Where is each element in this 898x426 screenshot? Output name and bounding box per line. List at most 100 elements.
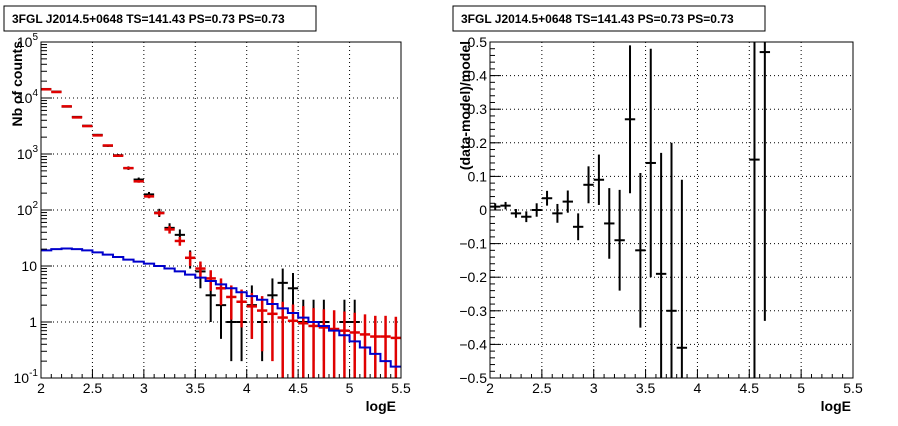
model-point: [113, 154, 124, 158]
residuals-axes: 2 2.5 3 3.5 4 4.5 5 5.5 −0.5 −0.4 −0.3 −0.2 −0.1 0 0.1…: [459, 34, 863, 396]
x-tick-label: 4.5: [740, 380, 760, 396]
counts-axes: 2 2.5 3 3.5 4 4.5 5 5.5 10-1 1 10 102 103 104 105: [14, 32, 411, 396]
x-tick-label: 3: [140, 380, 148, 396]
model-point: [236, 289, 247, 328]
counts-x-axis-label: logE: [366, 398, 396, 414]
y-tick-label: 0.5: [468, 34, 488, 50]
data-point: [531, 203, 542, 217]
model-point: [359, 314, 371, 378]
model-point: [185, 251, 196, 266]
y-tick-label: −0.2: [459, 269, 487, 285]
y-tick-label: 10-1: [14, 368, 39, 386]
counts-title-box: 3FGL J2014.5+0648 TS=141.43 PS=0.73 PS=0…: [3, 5, 317, 32]
x-tick-label: 3.5: [186, 380, 206, 396]
counts-series: [41, 87, 401, 378]
y-tick-label: 0.1: [468, 168, 488, 184]
model-point: [380, 315, 391, 378]
model-point: [318, 309, 329, 378]
residuals-panel: 2 2.5 3 3.5 4 4.5 5 5.5 −0.5 −0.4 −0.3 −0.2 −0.1 0 0.1…: [452, 5, 863, 414]
model-point: [82, 124, 93, 128]
x-tick-label: 5.5: [843, 380, 863, 396]
model-point: [164, 225, 175, 234]
x-tick-label: 4: [243, 380, 251, 396]
model-point: [287, 304, 299, 378]
model-point: [246, 292, 257, 339]
x-tick-label: 5.5: [391, 380, 411, 396]
counts-title: 3FGL J2014.5+0648 TS=141.43 PS=0.73 PS=0…: [12, 12, 285, 26]
residuals-grid: [490, 42, 853, 378]
residuals-series: [490, 42, 771, 378]
model-point: [92, 134, 103, 137]
data-point: [624, 45, 636, 194]
x-tick-label: 2.5: [532, 380, 552, 396]
model-point: [267, 298, 278, 362]
data-point: [572, 213, 584, 241]
x-tick-label: 2: [37, 380, 45, 396]
x-tick-label: 3.5: [636, 380, 656, 396]
model-point: [308, 308, 319, 378]
model-point: [123, 166, 134, 170]
data-point: [614, 189, 625, 291]
model-point: [349, 312, 360, 378]
x-tick-label: 2: [486, 380, 494, 396]
data-point: [676, 179, 688, 378]
y-tick-label: 104: [17, 88, 39, 106]
x-tick-label: 4: [694, 380, 702, 396]
data-point: [277, 268, 288, 306]
data-point: [635, 173, 646, 328]
data-point: [666, 142, 677, 378]
y-tick-label: 0: [479, 202, 487, 218]
residuals-y-axis-label: (data-model)/model: [457, 41, 473, 170]
y-tick-label: −0.5: [459, 370, 487, 386]
y-tick-label: −0.1: [459, 236, 487, 252]
counts-grid: [41, 42, 401, 378]
data-point: [583, 166, 594, 204]
data-point: [645, 48, 656, 278]
y-tick-label: 0.2: [468, 135, 488, 151]
y-tick-label: 105: [17, 32, 39, 50]
data-point: [541, 190, 553, 206]
x-tick-label: 5: [346, 380, 354, 396]
model-point: [329, 310, 340, 378]
model-point: [226, 285, 237, 320]
y-tick-label: 10: [21, 258, 37, 274]
y-tick-label: 103: [17, 144, 39, 162]
data-point: [562, 190, 573, 213]
model-point: [277, 301, 288, 378]
counts-y-axis-label: Nb of counts: [9, 41, 25, 127]
model-point: [143, 194, 155, 199]
data-point: [604, 188, 615, 259]
x-tick-label: 4.5: [288, 380, 308, 396]
model-point: [215, 278, 227, 306]
model-point: [61, 105, 72, 108]
x-tick-label: 2.5: [83, 380, 103, 396]
residuals-x-axis-label: logE: [821, 398, 851, 414]
data-point: [749, 42, 760, 378]
model-point: [257, 296, 268, 352]
x-tick-label: 3: [590, 380, 598, 396]
model-point: [102, 144, 113, 147]
model-point: [390, 316, 401, 378]
data-point: [510, 208, 522, 218]
model-point: [174, 236, 185, 246]
data-point: [593, 154, 605, 205]
y-tick-label: 0.3: [468, 101, 488, 117]
data-point: [552, 203, 563, 223]
y-tick-label: 102: [17, 200, 39, 218]
data-point: [655, 152, 667, 378]
counts-panel: 2 2.5 3 3.5 4 4.5 5 5.5 10-1 1 10 102 103 104 105 3FGL…: [3, 5, 411, 414]
y-tick-label: −0.4: [459, 336, 487, 352]
data-point: [759, 42, 771, 321]
data-point: [490, 203, 501, 210]
y-tick-label: −0.3: [459, 303, 487, 319]
model-point: [370, 315, 381, 378]
model-point: [339, 311, 350, 378]
x-tick-label: 5: [797, 380, 805, 396]
residuals-title-box: 3FGL J2014.5+0648 TS=141.43 PS=0.73 PS=0…: [452, 5, 766, 32]
residuals-title: 3FGL J2014.5+0648 TS=141.43 PS=0.73 PS=0…: [461, 12, 734, 26]
model-point: [154, 210, 165, 216]
y-tick-label: 0.4: [468, 68, 488, 84]
y-tick-label: 1: [29, 314, 37, 330]
